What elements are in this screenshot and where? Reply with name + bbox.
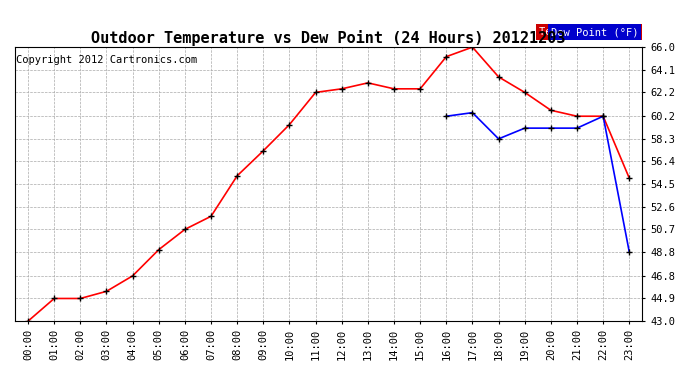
Text: Dew Point (°F): Dew Point (°F) [551, 27, 639, 37]
Text: Temperature (°F): Temperature (°F) [539, 27, 639, 37]
Title: Outdoor Temperature vs Dew Point (24 Hours) 20121203: Outdoor Temperature vs Dew Point (24 Hou… [92, 30, 566, 46]
Text: Copyright 2012 Cartronics.com: Copyright 2012 Cartronics.com [17, 56, 197, 65]
